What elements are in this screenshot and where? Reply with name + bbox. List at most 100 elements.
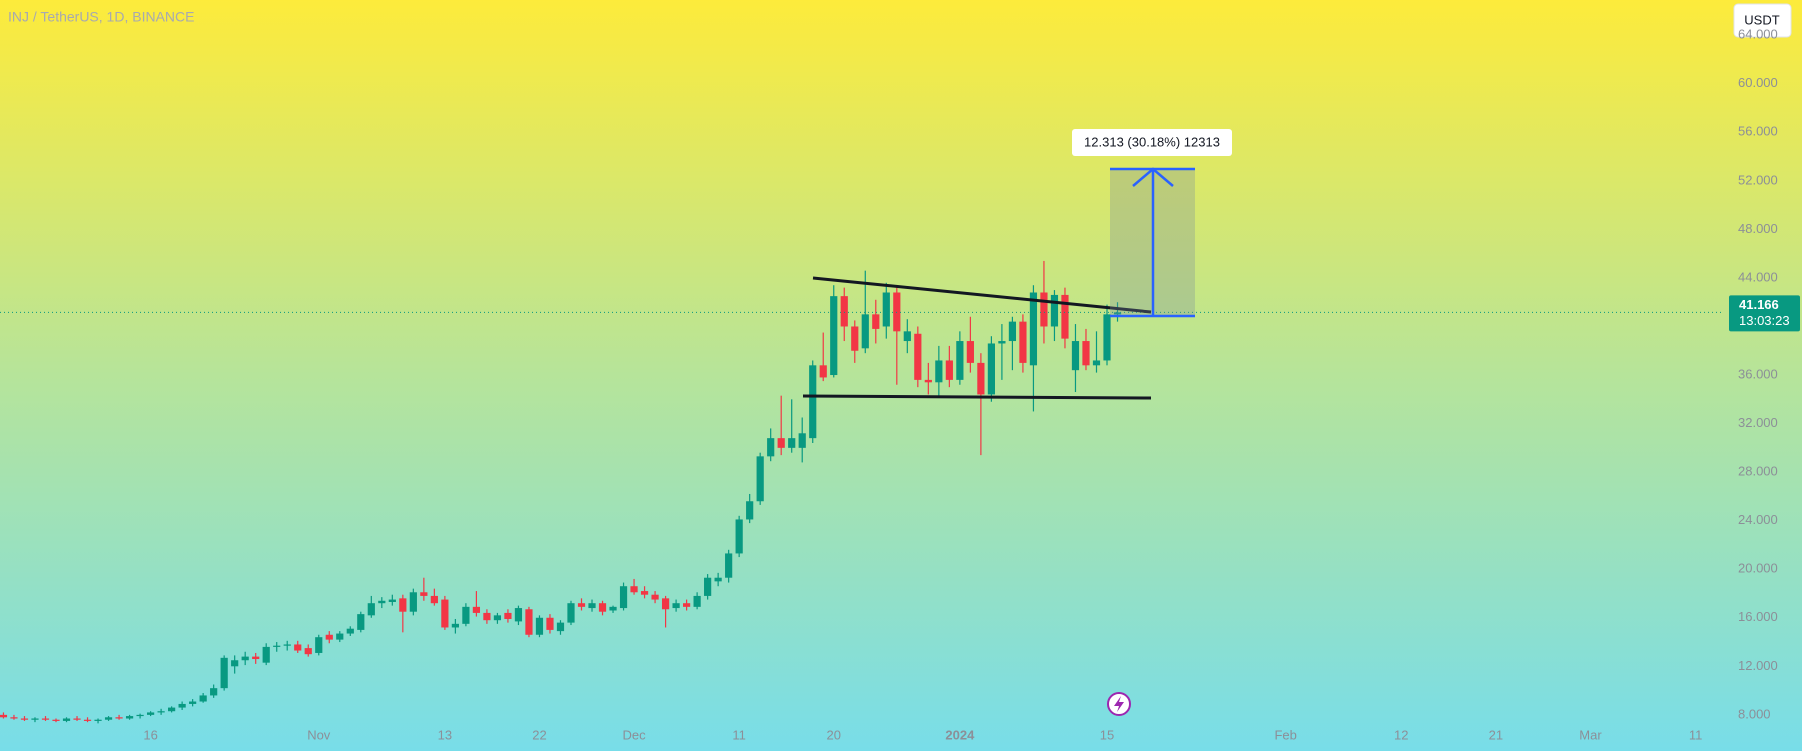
last-price-box <box>1729 295 1800 332</box>
candle-body <box>146 712 155 715</box>
candle-body <box>367 603 375 616</box>
candle-body <box>357 614 365 630</box>
candle-body <box>714 577 722 582</box>
candle-body <box>987 343 995 395</box>
candle-body <box>756 456 764 502</box>
candle-body <box>252 656 260 660</box>
y-tick-label: 28.000 <box>1738 464 1778 479</box>
y-tick-label: 48.000 <box>1738 221 1778 236</box>
candle-body <box>809 365 817 439</box>
candle-body <box>903 331 911 342</box>
candle-body <box>914 333 922 380</box>
x-tick-label: Dec <box>622 727 646 742</box>
candle-body <box>157 711 165 713</box>
candle-body <box>472 606 481 613</box>
x-tick-label: Nov <box>307 727 331 742</box>
trendline-upper[interactable] <box>812 276 1152 314</box>
candle-body <box>220 657 228 689</box>
candle-body <box>640 591 649 595</box>
candle-body <box>20 718 29 720</box>
measure-label: 12.313 (30.18%) 12313 <box>1084 134 1220 149</box>
lightning <box>1114 696 1124 712</box>
x-tick-label: 15 <box>1100 727 1114 742</box>
candle-body <box>819 365 827 378</box>
candle-body <box>430 595 438 604</box>
candle-body <box>661 598 670 610</box>
x-tick-label: 13 <box>438 727 452 742</box>
y-tick-label: 24.000 <box>1738 512 1778 527</box>
candle-body <box>704 577 712 596</box>
candle-body <box>168 707 176 712</box>
currency-label: USDT <box>1744 12 1779 27</box>
candle-body <box>1029 292 1038 366</box>
countdown-label: 13:03:23 <box>1739 313 1790 328</box>
candle-body <box>52 719 60 721</box>
y-tick-label: 56.000 <box>1738 124 1778 139</box>
measure-label-box <box>1072 129 1232 156</box>
y-tick-label: 36.000 <box>1738 366 1778 381</box>
candle-body <box>977 362 985 395</box>
x-tick-label: Feb <box>1274 727 1296 742</box>
candle-body <box>935 360 943 383</box>
candle-body <box>31 718 39 720</box>
candle-body <box>10 717 18 719</box>
candle-body <box>294 644 302 651</box>
y-tick-label: 64.000 <box>1738 27 1778 42</box>
candle-body <box>41 718 50 720</box>
candle-body <box>125 716 134 719</box>
candle-body <box>840 296 848 327</box>
candle-body <box>546 617 554 630</box>
candle-body <box>346 628 354 634</box>
candle-body <box>851 326 859 351</box>
candle-body <box>189 701 197 704</box>
candle-body <box>725 553 733 578</box>
candle-body <box>115 717 123 719</box>
candle-body <box>231 660 239 667</box>
candle-body <box>535 617 544 635</box>
candle-body <box>1019 321 1027 363</box>
candle-body <box>588 603 596 609</box>
y-tick-label: 8.000 <box>1738 706 1771 721</box>
candle-body <box>609 606 617 611</box>
candle-body <box>683 603 691 607</box>
y-tick-label: 60.000 <box>1738 75 1778 90</box>
candle-body <box>273 645 281 647</box>
candle-body <box>1040 292 1048 327</box>
candle-body <box>567 603 575 623</box>
candle-body <box>1082 341 1090 366</box>
x-tick-label: 16 <box>143 727 157 742</box>
y-tick-label: 52.000 <box>1738 172 1778 187</box>
candle-body <box>283 644 291 646</box>
candle-body <box>241 656 249 661</box>
y-tick-label: 32.000 <box>1738 415 1778 430</box>
last-price-label: 41.166 <box>1739 297 1779 312</box>
candle-body <box>861 314 869 349</box>
candle-body <box>556 622 565 632</box>
candle-body <box>388 599 396 602</box>
candle-body <box>451 623 459 628</box>
candle-body <box>693 595 701 607</box>
candle-body <box>882 292 890 327</box>
candle-body <box>777 438 785 448</box>
candle-body <box>966 341 974 363</box>
x-tick-label: 11 <box>1689 727 1703 742</box>
candle-body <box>62 718 71 721</box>
candle-body <box>178 703 186 708</box>
candle-body <box>1008 321 1017 342</box>
candle-body <box>83 719 92 721</box>
candle-body <box>651 594 659 600</box>
trendline-lower[interactable] <box>802 394 1152 400</box>
y-tick-label: 20.000 <box>1738 561 1778 576</box>
candle-body <box>420 592 428 596</box>
candle-body <box>1071 341 1080 371</box>
candle-body <box>767 438 775 457</box>
candle-body <box>619 586 628 609</box>
measure-arrowhead <box>1132 167 1174 187</box>
candle-body <box>998 341 1006 344</box>
candle-body <box>199 695 207 702</box>
currency-button[interactable] <box>1733 3 1792 38</box>
candle-body <box>493 615 502 621</box>
candle-body <box>577 603 586 607</box>
